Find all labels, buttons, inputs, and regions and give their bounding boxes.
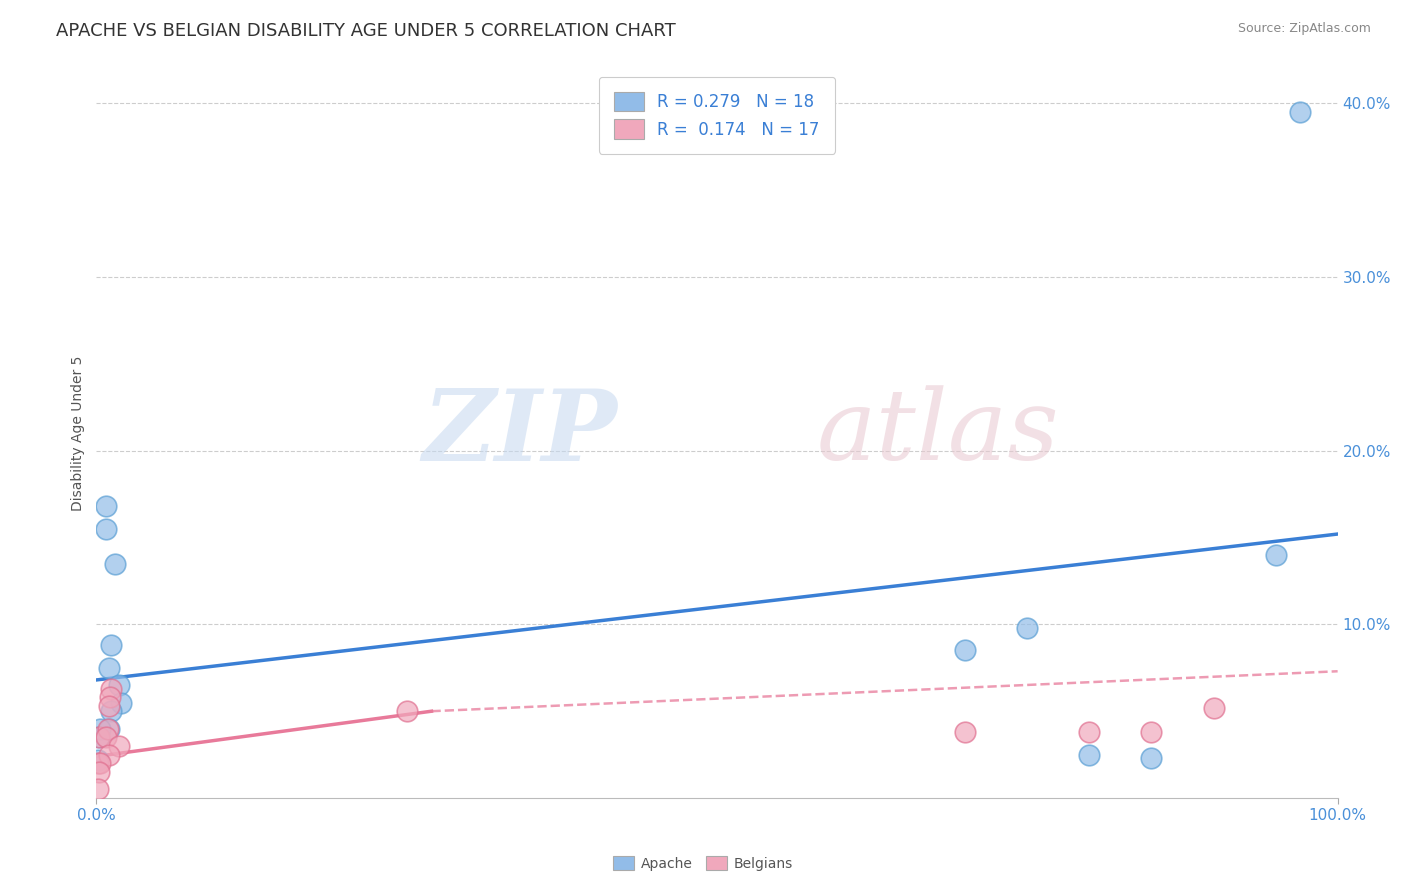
Point (86, 753, 108, 767)
Point (89, 722, 111, 736)
Point (107, 739, 129, 753)
Point (1017, 621, 1039, 635)
Y-axis label: Disability Age Under 5: Disability Age Under 5 (72, 356, 86, 511)
Point (96, 731, 118, 745)
Point (97, 747, 120, 762)
Point (86, 782, 108, 797)
Point (955, 643, 977, 657)
Point (395, 704, 418, 718)
Point (96, 522, 118, 536)
Point (1078, 725, 1101, 739)
Point (97, 698, 120, 713)
Point (100, 638, 122, 652)
Text: ZIP: ZIP (423, 385, 617, 482)
Point (1289, 104, 1312, 119)
Point (110, 696, 132, 710)
Point (87, 731, 110, 745)
Point (1078, 747, 1101, 762)
Point (955, 725, 977, 739)
Legend: Apache, Belgians: Apache, Belgians (607, 850, 799, 876)
Point (1264, 548, 1286, 562)
Point (87, 764, 110, 779)
Point (87, 731, 110, 745)
Legend: R = 0.279   N = 18, R =  0.174   N = 17: R = 0.279 N = 18, R = 0.174 N = 17 (599, 77, 835, 153)
Point (97, 722, 120, 736)
Point (98, 690, 121, 705)
Point (107, 678, 129, 692)
Point (100, 681, 122, 696)
Text: Source: ZipAtlas.com: Source: ZipAtlas.com (1237, 22, 1371, 36)
Point (96, 722, 118, 736)
Point (100, 704, 122, 718)
Text: atlas: atlas (817, 385, 1059, 481)
Point (89, 756, 111, 771)
Point (86, 756, 108, 771)
Point (1140, 725, 1163, 739)
Point (1202, 700, 1225, 714)
Point (97, 661, 120, 675)
Point (1140, 751, 1163, 765)
Text: APACHE VS BELGIAN DISABILITY AGE UNDER 5 CORRELATION CHART: APACHE VS BELGIAN DISABILITY AGE UNDER 5… (56, 22, 676, 40)
Point (96, 500, 118, 514)
Point (104, 557, 127, 571)
